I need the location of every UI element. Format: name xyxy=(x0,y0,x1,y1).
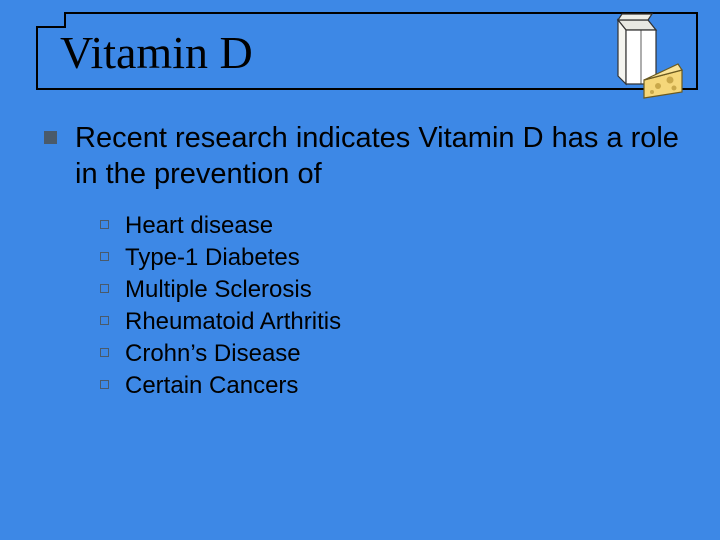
list-item: Type-1 Diabetes xyxy=(100,243,690,273)
square-bullet-small-icon xyxy=(100,380,109,389)
milk-carton-icon xyxy=(618,14,656,84)
list-item: Heart disease xyxy=(100,211,690,241)
milk-cheese-icon xyxy=(598,6,686,102)
square-bullet-small-icon xyxy=(100,316,109,325)
sub-bullet-text: Crohn’s Disease xyxy=(125,339,301,369)
sub-bullet-text: Certain Cancers xyxy=(125,371,298,401)
square-bullet-icon xyxy=(44,131,57,144)
sub-bullet-text: Rheumatoid Arthritis xyxy=(125,307,341,337)
list-item: Rheumatoid Arthritis xyxy=(100,307,690,337)
square-bullet-small-icon xyxy=(100,220,109,229)
sub-bullet-text: Multiple Sclerosis xyxy=(125,275,312,305)
list-item: Certain Cancers xyxy=(100,371,690,401)
main-bullet-item: Recent research indicates Vitamin D has … xyxy=(44,120,690,193)
square-bullet-small-icon xyxy=(100,284,109,293)
main-bullet-text: Recent research indicates Vitamin D has … xyxy=(75,120,690,193)
square-bullet-small-icon xyxy=(100,252,109,261)
list-item: Crohn’s Disease xyxy=(100,339,690,369)
sub-bullet-text: Heart disease xyxy=(125,211,273,241)
list-item: Multiple Sclerosis xyxy=(100,275,690,305)
sub-bullet-list: Heart disease Type-1 Diabetes Multiple S… xyxy=(100,211,690,401)
sub-bullet-text: Type-1 Diabetes xyxy=(125,243,300,273)
square-bullet-small-icon xyxy=(100,348,109,357)
content-area: Recent research indicates Vitamin D has … xyxy=(44,120,690,403)
